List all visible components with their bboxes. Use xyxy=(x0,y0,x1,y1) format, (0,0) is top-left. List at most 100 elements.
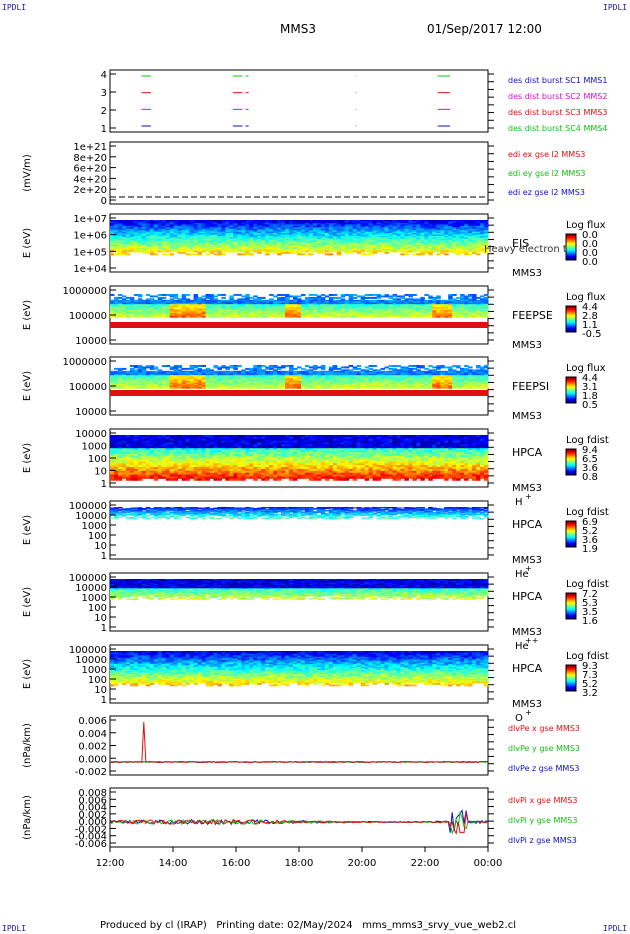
spectrogram-cell xyxy=(149,375,155,378)
spectrogram-cell xyxy=(340,302,346,305)
spectrogram-cell xyxy=(137,309,143,312)
spectrogram-cell xyxy=(129,373,135,376)
spectrogram-cell xyxy=(177,234,183,237)
spectrogram-cell xyxy=(396,246,401,249)
spectrogram-cell xyxy=(253,237,258,240)
spectrogram-cell xyxy=(436,221,441,224)
spectrogram-cell xyxy=(352,240,358,243)
spectrogram-cell xyxy=(181,243,187,246)
spectrogram-cell xyxy=(137,231,143,234)
spectrogram-cell xyxy=(245,294,250,296)
spectrogram-cell xyxy=(225,301,230,304)
spectrogram-cell xyxy=(165,249,171,251)
spectrogram-cell xyxy=(340,222,346,225)
spectrogram-cell xyxy=(316,234,322,237)
spectrogram-cell xyxy=(304,244,310,247)
spectrogram-cell xyxy=(464,234,469,237)
spectrogram-cell xyxy=(412,241,417,244)
y-tick-label: 8e+20 xyxy=(73,153,107,164)
spectrogram-cell xyxy=(189,233,195,235)
spectrogram-cell xyxy=(308,234,314,237)
spectrogram-cell xyxy=(293,312,298,315)
spectrogram-cell xyxy=(368,386,374,389)
spectrogram-cell xyxy=(233,224,238,227)
spectrogram-cell xyxy=(273,311,278,314)
spectrogram-cell xyxy=(177,220,183,222)
spectrogram-cell xyxy=(396,228,401,231)
spectrogram-cell xyxy=(193,240,199,243)
spectrogram-cell xyxy=(177,241,183,244)
spectrogram-cell xyxy=(400,253,405,256)
spectrogram-cell xyxy=(133,244,139,247)
spectrogram-cell xyxy=(209,309,214,312)
spectrogram-cell xyxy=(448,304,453,307)
spectrogram-cell xyxy=(173,383,179,386)
spectrogram-cell xyxy=(133,246,139,249)
spectrogram-cell xyxy=(269,311,274,314)
spectrogram-cell xyxy=(177,307,183,309)
spectrogram-cell xyxy=(360,240,366,243)
spectrogram-cell xyxy=(344,225,350,228)
spectrogram-cell xyxy=(169,233,175,235)
spectrogram-cell xyxy=(388,367,394,370)
spectrogram-cell xyxy=(340,314,346,317)
spectrogram-cell xyxy=(217,244,222,247)
spectrogram-cell xyxy=(125,308,131,311)
spectrogram-cell xyxy=(320,296,326,299)
spectrogram-cell xyxy=(428,365,433,367)
spectrogram-cell xyxy=(181,312,187,315)
spectrogram-cell xyxy=(133,243,139,246)
spectrogram-cell xyxy=(404,224,409,227)
spectrogram-cell xyxy=(293,299,298,302)
spectrogram-cell xyxy=(372,386,378,389)
spectrogram-cell xyxy=(308,249,314,251)
spectrogram-cell xyxy=(432,237,437,240)
spectrogram-cell xyxy=(428,308,433,311)
spectrogram-cell xyxy=(245,302,250,305)
spectrogram-cell xyxy=(193,246,199,249)
spectrogram-cell xyxy=(197,315,203,318)
spectrogram-cell xyxy=(129,235,135,238)
spectrogram-cell xyxy=(460,241,465,244)
spectrogram-cell xyxy=(185,305,191,308)
spectrogram-cell xyxy=(153,304,159,307)
spectrogram-cell xyxy=(440,314,445,317)
spectrogram-cell xyxy=(225,238,230,241)
spectrogram-cell xyxy=(340,307,346,309)
spectrogram-cell xyxy=(480,249,485,251)
spectrogram-cell xyxy=(448,301,453,304)
spectrogram-cell xyxy=(233,233,238,235)
spectrogram-cell xyxy=(464,307,469,309)
spectrogram-cell xyxy=(265,241,270,244)
spectrogram-cell xyxy=(181,225,187,228)
spectrogram-cell xyxy=(380,238,386,241)
spectrogram-cell xyxy=(145,298,151,301)
spectrogram-cell xyxy=(157,220,163,222)
spectrogram-cell xyxy=(372,238,378,241)
spectrogram-cell xyxy=(324,312,330,315)
spectrogram-cell xyxy=(356,228,362,231)
colorbar-band xyxy=(566,249,576,251)
spectrogram-cell xyxy=(420,304,425,307)
spectrogram-cell xyxy=(253,238,258,241)
spectrogram-cell xyxy=(348,312,354,315)
spectrogram-cell xyxy=(237,250,242,253)
spectrogram-cell xyxy=(412,309,417,312)
spectrogram-cell xyxy=(241,307,246,309)
spectrogram-cell xyxy=(432,304,437,307)
spectrogram-cell xyxy=(392,220,397,222)
spectrogram-cell xyxy=(217,299,222,302)
spectrogram-cell xyxy=(392,312,397,315)
spectrogram-cell xyxy=(400,220,405,222)
spectrogram-cell xyxy=(265,299,270,302)
spectrogram-cell xyxy=(396,224,401,227)
spectrogram-cell xyxy=(376,241,382,244)
spectrogram-cell xyxy=(324,234,330,237)
spectrogram-cell xyxy=(157,298,163,301)
spectrogram-cell xyxy=(424,305,429,308)
spectrogram-cell xyxy=(161,385,167,388)
spectrogram-cell xyxy=(153,231,159,234)
spectrogram-cell xyxy=(404,230,409,233)
spectrogram-cell xyxy=(173,249,179,251)
spectrogram-cell xyxy=(145,220,151,222)
